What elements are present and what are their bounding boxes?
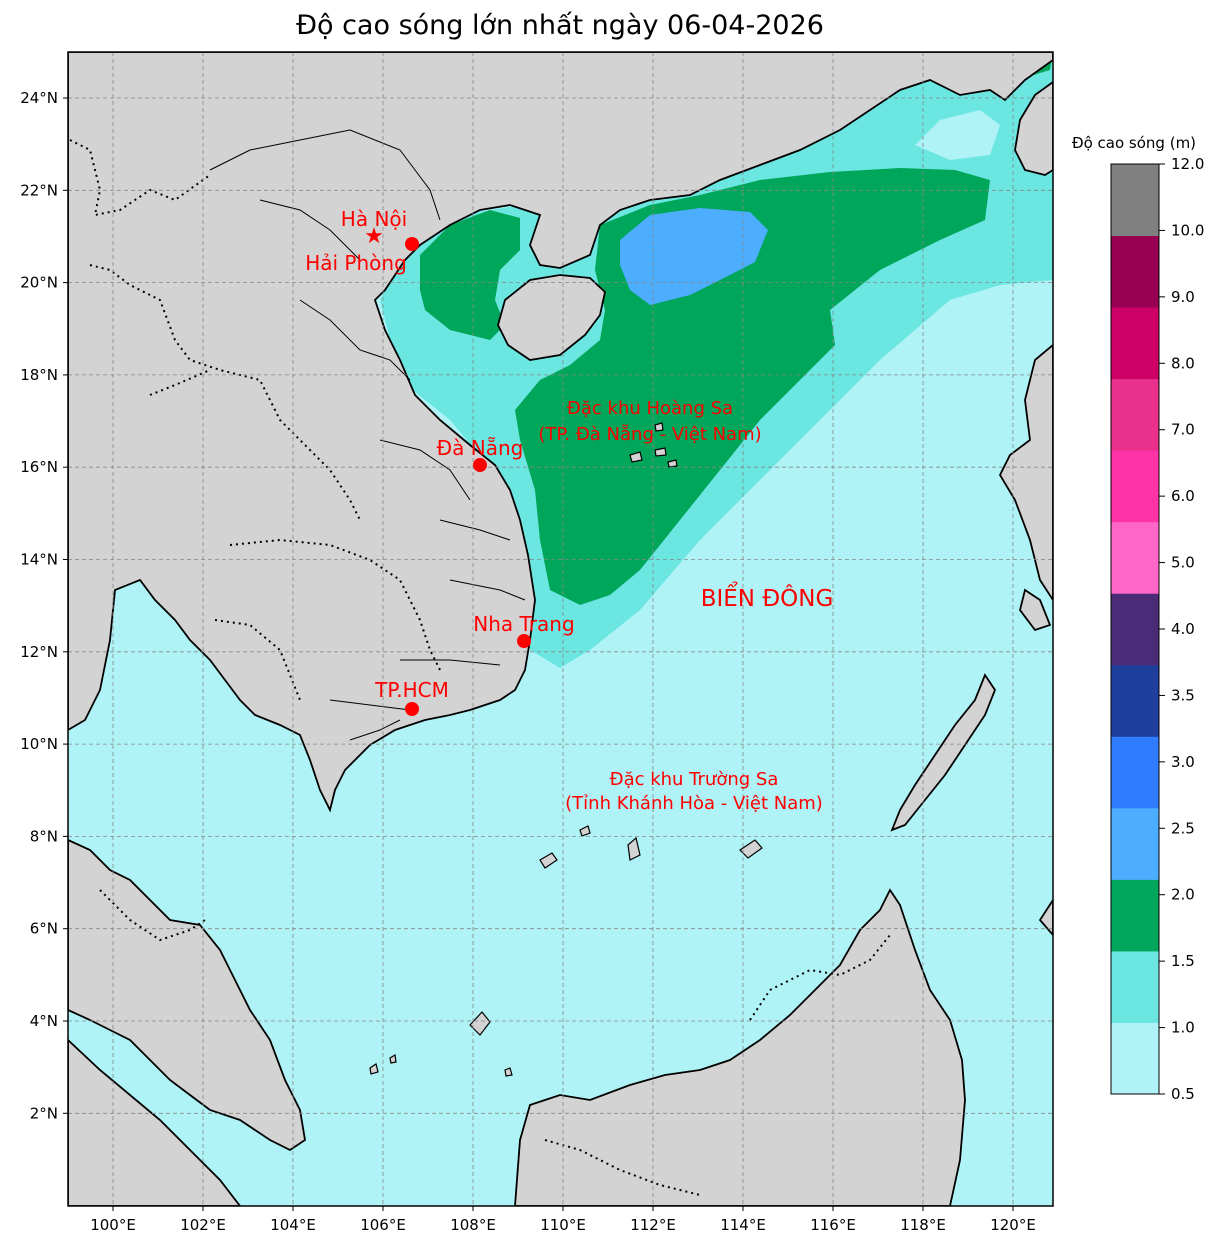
- colorbar: [1110, 163, 1160, 1095]
- hanoi-star-icon: ★: [364, 224, 384, 249]
- lat-tick-label: 2°N: [30, 1104, 58, 1122]
- colorbar-tick-label: 2.0: [1171, 886, 1195, 904]
- land-borneo: [514, 888, 966, 1206]
- lat-tick-label: 16°N: [20, 458, 58, 476]
- city-label-hanoi: Hà Nội: [341, 207, 407, 231]
- colorbar-tick-label: 2.5: [1171, 819, 1195, 837]
- colorbar-segment: [1111, 521, 1159, 594]
- latitude-ticks: 24°N 22°N 20°N 18°N 16°N 14°N 12°N 10°N 8°N 6°N 4°…: [20, 89, 68, 1122]
- danang-marker: [473, 458, 487, 472]
- colorbar-segment: [1111, 1022, 1159, 1095]
- colorbar-segment: [1111, 807, 1159, 880]
- land-mainland: [68, 52, 1053, 813]
- grid-lines: [68, 52, 1053, 1206]
- lat-tick-label: 22°N: [20, 181, 58, 199]
- lat-tick-label: 20°N: [20, 274, 58, 292]
- colorbar-segment: [1111, 950, 1159, 1023]
- lon-tick-label: 102°E: [180, 1216, 226, 1234]
- lon-tick-label: 120°E: [990, 1216, 1036, 1234]
- map-title: Độ cao sóng lớn nhất ngày 06-04-2026: [296, 10, 824, 41]
- colorbar-segment: [1111, 593, 1159, 666]
- colorbar-segment: [1111, 164, 1159, 237]
- colorbar-tick-label: 5.0: [1171, 554, 1195, 572]
- lat-tick-label: 6°N: [30, 920, 58, 938]
- wave-zone-1.5-2m-gulf: [420, 210, 520, 340]
- lon-tick-label: 118°E: [900, 1216, 946, 1234]
- nhatrang-marker: [517, 634, 531, 648]
- lat-tick-label: 12°N: [20, 643, 58, 661]
- city-label-tphcm: TP.HCM: [374, 678, 449, 702]
- lon-tick-label: 108°E: [450, 1216, 496, 1234]
- land-sumatra: [68, 1038, 242, 1206]
- city-label-danang: Đà Nẵng: [437, 436, 524, 460]
- colorbar-segment: [1111, 736, 1159, 809]
- colorbar-tick-label: 0.5: [1171, 1085, 1195, 1103]
- land-palawan: [890, 673, 997, 832]
- wave-zone-2-2.5m: [620, 208, 768, 305]
- lat-tick-label: 8°N: [30, 827, 58, 845]
- colorbar-tick-label: 8.0: [1171, 354, 1195, 372]
- longitude-ticks: 100°E 102°E 104°E 106°E 108°E 110°E 112°E 114°E…: [90, 1206, 1036, 1234]
- tphcm-marker: [405, 702, 419, 716]
- lat-tick-label: 18°N: [20, 366, 58, 384]
- lon-tick-label: 106°E: [360, 1216, 406, 1234]
- colorbar-tick-label: 1.5: [1171, 952, 1195, 970]
- colorbar-tick-label: 7.0: [1171, 421, 1195, 439]
- lon-tick-label: 116°E: [810, 1216, 856, 1234]
- lon-tick-label: 112°E: [630, 1216, 676, 1234]
- hoang-sa-label-2: (TP. Đà Nẵng - Việt Nam): [538, 424, 761, 445]
- colorbar-segment: [1111, 450, 1159, 523]
- lat-tick-label: 24°N: [20, 89, 58, 107]
- land-malay-peninsula: [68, 839, 306, 1152]
- colorbar-segment: [1111, 879, 1159, 952]
- lon-tick-label: 114°E: [720, 1216, 766, 1234]
- colorbar-segment: [1111, 307, 1159, 380]
- bien-dong-label: BIỂN ĐÔNG: [701, 582, 834, 612]
- lon-tick-label: 104°E: [270, 1216, 316, 1234]
- lon-tick-label: 110°E: [540, 1216, 586, 1234]
- land-taiwan: [1014, 80, 1053, 176]
- colorbar-ticks: 0.5 1.0 1.5 2.0 2.5 3.0 3.5 4.0 5.0 6.0 7.0 8.0 9.0 1…: [1159, 155, 1204, 1103]
- wave-zone-0.5-1m-ne: [915, 110, 1000, 160]
- colorbar-tick-label: 1.0: [1171, 1019, 1195, 1037]
- lon-tick-label: 100°E: [90, 1216, 136, 1234]
- colorbar-tick-label: 4.0: [1171, 620, 1195, 638]
- colorbar-label: Độ cao sóng (m): [1072, 134, 1196, 152]
- land-luzon: [998, 343, 1053, 602]
- colorbar-tick-label: 3.5: [1171, 686, 1195, 704]
- lat-tick-label: 14°N: [20, 551, 58, 569]
- colorbar-segment: [1111, 664, 1159, 737]
- haiphong-marker: [405, 237, 419, 251]
- lat-tick-label: 10°N: [20, 735, 58, 753]
- city-label-haiphong: Hải Phòng: [305, 251, 407, 275]
- colorbar-tick-label: 9.0: [1171, 288, 1195, 306]
- truong-sa-label-1: Đặc khu Trường Sa: [610, 769, 779, 790]
- colorbar-segment: [1111, 378, 1159, 451]
- land-philippines-central: [1019, 588, 1053, 937]
- province-boundaries: [209, 129, 526, 741]
- colorbar-tick-label: 6.0: [1171, 487, 1195, 505]
- national-boundaries: [69, 139, 891, 1196]
- city-label-nhatrang: Nha Trang: [473, 612, 574, 636]
- truong-sa-label-2: (Tỉnh Khánh Hòa - Việt Nam): [565, 793, 823, 814]
- colorbar-segment: [1111, 235, 1159, 308]
- hoang-sa-label-1: Đặc khu Hoàng Sa: [567, 398, 733, 419]
- colorbar-tick-label: 12.0: [1171, 155, 1204, 173]
- map-frame: [67, 51, 1054, 1207]
- land-hainan: [497, 274, 606, 361]
- map-plot-area: [68, 52, 1053, 1206]
- lat-tick-label: 4°N: [30, 1012, 58, 1030]
- colorbar-tick-label: 3.0: [1171, 753, 1195, 771]
- colorbar-tick-label: 10.0: [1171, 221, 1204, 239]
- small-islands: [369, 422, 763, 1077]
